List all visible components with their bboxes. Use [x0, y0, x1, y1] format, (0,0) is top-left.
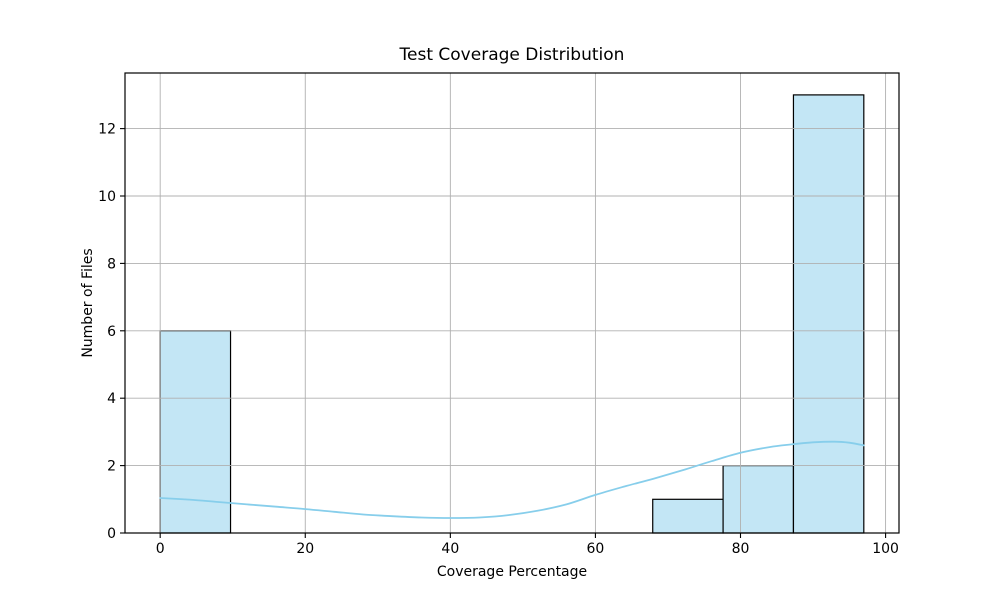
- y-axis-label: Number of Files: [80, 248, 96, 358]
- y-tick-label: 12: [98, 122, 116, 138]
- histogram-bar: [722, 465, 795, 534]
- y-tick-label: 8: [107, 256, 116, 272]
- y-tick-label: 6: [107, 324, 116, 340]
- x-tick-label: 0: [156, 541, 165, 557]
- histogram-bar: [652, 498, 724, 534]
- axes-spines: [124, 72, 900, 534]
- y-tick-label: 10: [98, 189, 116, 205]
- y-tick-label: 4: [107, 391, 116, 407]
- kde-curve: [159, 440, 865, 519]
- x-tick-label: 80: [732, 541, 750, 557]
- histogram-bar: [792, 94, 865, 534]
- x-tick-label: 20: [296, 541, 314, 557]
- y-tick-label: 0: [107, 526, 116, 542]
- x-tick-label: 60: [587, 541, 605, 557]
- y-tick-label: 2: [107, 459, 116, 475]
- x-tick-label: 40: [441, 541, 459, 557]
- x-tick-label: 100: [872, 541, 899, 557]
- x-axis-label: Coverage Percentage: [436, 564, 588, 580]
- chart-title: Test Coverage Distribution: [399, 45, 625, 65]
